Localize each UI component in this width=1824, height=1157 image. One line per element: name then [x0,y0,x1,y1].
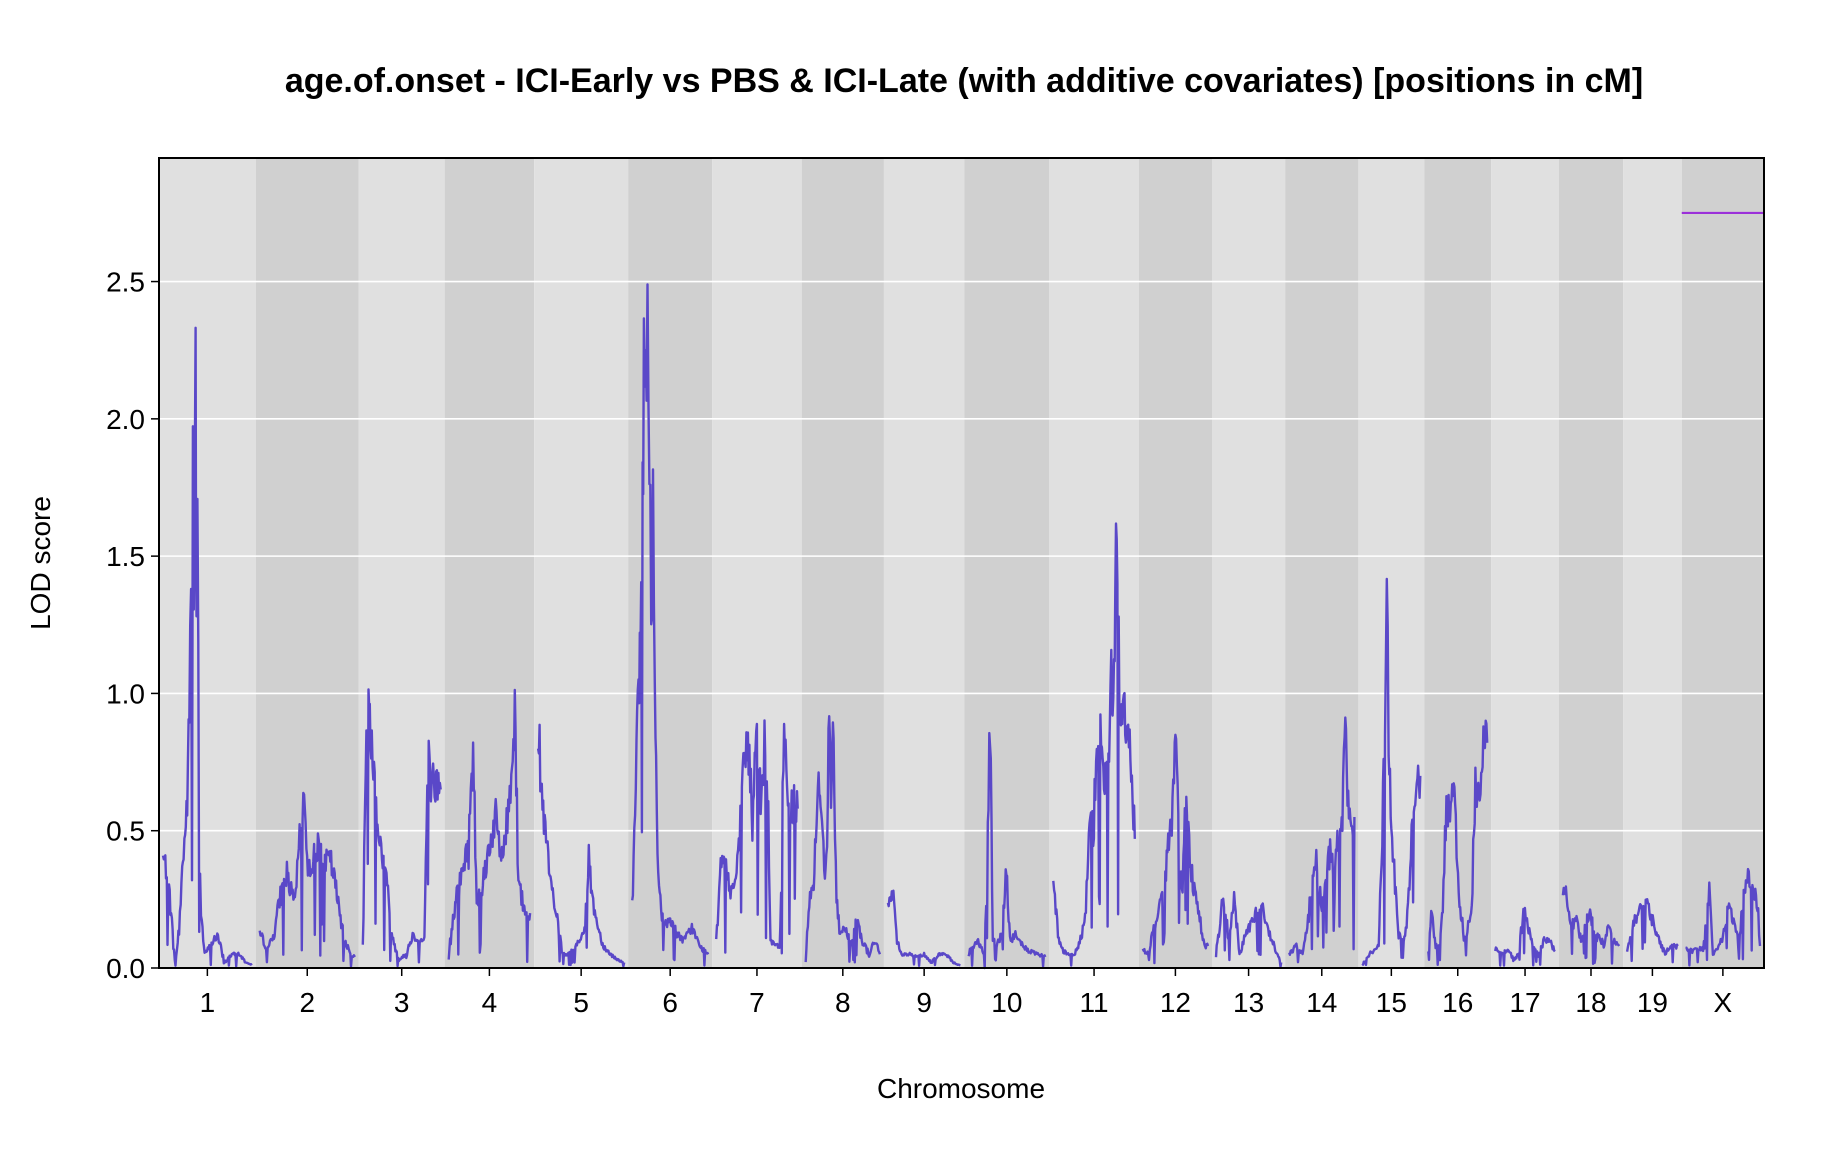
x-tick-label: 9 [916,987,932,1018]
x-axis-ticks: 1 2 3 4 5 6 7 8 9 10 11 12 13 14 15 16 17 18 19 X [200,968,1733,1018]
y-tick-label: 0.5 [106,816,145,847]
x-tick-label: 13 [1233,987,1264,1018]
x-tick-label: 4 [482,987,498,1018]
lod-curve-chr-13 [1214,890,1283,969]
lod-curve-chr-7 [715,719,799,955]
chromosome-panel-5 [534,158,629,968]
chromosome-panel-2 [255,158,359,968]
x-tick-label: 8 [835,987,851,1018]
chromosome-panel-16 [1424,158,1492,968]
x-tick-label: 5 [573,987,589,1018]
lod-curve-chr-X [1685,867,1762,967]
lod-curve-chr-17 [1494,906,1556,967]
chromosome-panel-19 [1623,158,1682,968]
chromosome-panel-9 [883,158,965,968]
lod-curve-chr-12 [1141,733,1210,965]
lod-curve-chr-1 [161,326,253,968]
x-tick-label: 6 [662,987,678,1018]
chromosome-panel-1 [159,158,256,968]
chromosome-panel-14 [1285,158,1359,968]
chromosome-panel-3 [358,158,445,968]
x-tick-label: 17 [1509,987,1540,1018]
lod-curve-chr-9 [886,889,961,967]
y-tick-label: 1.5 [106,541,145,572]
lod-curve-chr-3 [361,688,442,968]
lod-curve-chr-10 [967,731,1047,970]
lod-curve-chr-8 [804,715,882,964]
chromosome-panel-12 [1138,158,1212,968]
chromosome-panel-18 [1558,158,1624,968]
x-tick-label: 1 [200,987,216,1018]
chromosome-panel-6 [628,158,713,968]
y-axis-ticks: 0.0 0.5 1.0 1.5 2.0 2.5 [106,267,159,984]
lod-curve-chr-6 [631,283,710,967]
y-axis-label: LOD score [25,496,56,630]
y-tick-label: 0.0 [106,953,145,984]
lod-curve-chr-14 [1288,716,1356,964]
plot-frame [158,157,1765,969]
lod-curves [161,283,1762,970]
lod-curve-chr-16 [1427,719,1489,966]
chromosome-panel-4 [444,158,535,968]
chromosome-panel-10 [964,158,1050,968]
x-tick-label: 16 [1442,987,1473,1018]
x-tick-label: 3 [394,987,410,1018]
y-tick-label: 2.0 [106,404,145,435]
x-axis-label: Chromosome [877,1073,1045,1104]
lod-curve-chr-18 [1561,885,1621,965]
lod-curve-chr-2 [258,791,356,968]
x-tick-label: 14 [1306,987,1337,1018]
lod-curve-chr-15 [1361,577,1422,967]
lod-curve-chr-4 [447,688,532,964]
x-tick-label: 19 [1637,987,1668,1018]
x-tick-label: X [1714,987,1733,1018]
x-tick-label: 10 [991,987,1022,1018]
lod-curve-chr-5 [536,723,626,968]
x-tick-label: 12 [1160,987,1191,1018]
lod-curve-chr-19 [1625,898,1679,964]
x-tick-label: 11 [1080,987,1109,1018]
chart-title: age.of.onset - ICI-Early vs PBS & ICI-La… [285,62,1643,100]
x-tick-label: 15 [1376,987,1407,1018]
y-tick-label: 1.0 [106,678,145,709]
chromosome-panels [159,158,1764,968]
x-tick-label: 2 [299,987,315,1018]
x-tick-label: 18 [1575,987,1606,1018]
chromosome-panel-X [1681,158,1764,968]
y-tick-label: 2.5 [106,267,145,298]
chromosome-panel-13 [1211,158,1286,968]
chromosome-panel-17 [1491,158,1559,968]
lod-curve-chr-11 [1052,522,1136,967]
x-tick-label: 7 [749,987,765,1018]
